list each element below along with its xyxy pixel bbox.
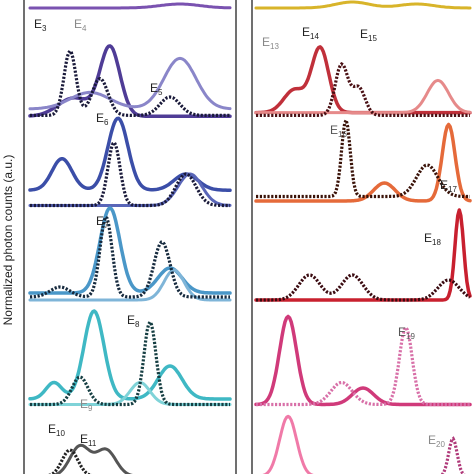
solid-spectrum-line [254, 314, 472, 407]
peak-label: E15 [360, 27, 377, 43]
dashed-spectrum-line [29, 214, 230, 299]
solid-spectrum-line [254, 208, 472, 302]
peak-label: E16 [330, 123, 347, 139]
solid-spectrum-line [28, 206, 232, 295]
spectrum-panel: E16 E17 [254, 115, 472, 203]
spectrum-panel: E7 [28, 206, 232, 302]
solid-spectrum-line [28, 2, 232, 10]
solid-spectrum-line [52, 443, 134, 474]
solid-spectrum-line [262, 414, 314, 474]
spectrum-panel: E18 [254, 208, 472, 302]
solid-spectrum-line [254, 78, 472, 115]
peak-label: E10 [48, 422, 65, 438]
right-column: E13 E14 E15 E16 E17 E18 E19 E20 [254, 0, 472, 474]
solid-spectrum-line [28, 172, 232, 207]
spectrum-panel [28, 2, 232, 10]
peak-label: E18 [424, 231, 441, 247]
spectrum-panel: E10 E11 [47, 422, 134, 474]
peak-label: E3 [34, 17, 47, 33]
solid-spectrum-line [28, 309, 232, 401]
peak-label: E19 [398, 325, 415, 341]
dashed-spectrum-line [256, 115, 470, 199]
peak-label: E14 [302, 25, 319, 41]
solid-spectrum-line [28, 56, 232, 111]
dashed-spectrum-line [30, 48, 230, 117]
left-column: E3 E4 E5 E6 E7 E8 E9 E10 E11 [28, 2, 232, 474]
peak-label: E7 [96, 214, 109, 230]
y-axis-label: Normalized photon counts (a.u.) [1, 155, 15, 326]
peak-label: E8 [127, 313, 140, 329]
peak-label: E11 [80, 432, 97, 448]
solid-spectrum-line [254, 0, 472, 10]
dashed-spectrum-line [256, 61, 470, 117]
spectrum-panel: E8 E9 [28, 309, 232, 413]
spectrum-panel: E6 [28, 111, 232, 208]
dashed-spectrum-line [47, 448, 93, 474]
solid-spectrum-line [28, 116, 232, 192]
solid-spectrum-line [28, 268, 232, 302]
peak-label: E17 [440, 178, 457, 194]
peak-label: E6 [96, 111, 109, 127]
peak-label: E4 [74, 17, 87, 33]
spectrum-panel: E13 E14 E15 [254, 25, 472, 117]
peak-label: E5 [150, 81, 163, 97]
spectrum-panel: E19 [254, 314, 472, 407]
dashed-spectrum-line [30, 318, 230, 407]
peak-label: E9 [80, 397, 93, 413]
dashed-spectrum-line [256, 324, 470, 407]
solid-spectrum-line [254, 122, 472, 203]
spectrum-panel: E20 [262, 414, 466, 474]
spectrum-panel [254, 0, 472, 10]
peak-label: E20 [428, 433, 445, 449]
left-column-frame [23, 0, 237, 474]
dashed-spectrum-line [256, 273, 471, 302]
dashed-spectrum-line [30, 140, 230, 208]
spectrum-panel: E3 E4 E5 [28, 17, 232, 119]
peak-label: E13 [262, 35, 279, 51]
